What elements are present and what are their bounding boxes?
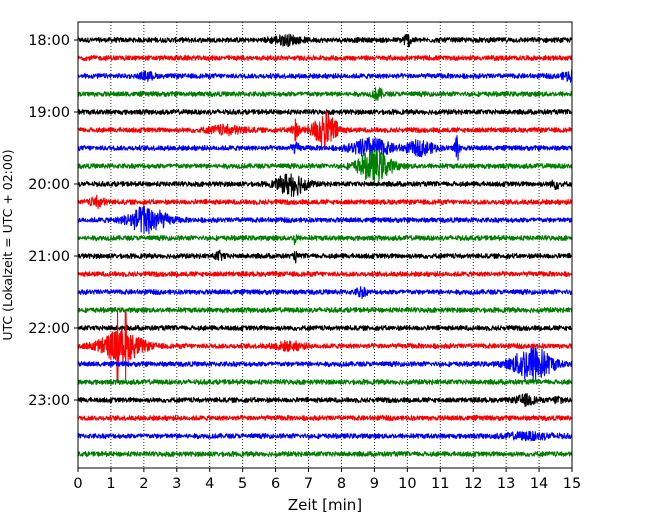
trace-group [77, 33, 573, 458]
trace-line [77, 87, 573, 101]
trace-line [77, 324, 573, 332]
x-tick-label: 5 [238, 476, 247, 492]
plot-frame [77, 21, 573, 469]
y-tick-label: 22:00 [28, 321, 70, 337]
x-tick-label: 11 [431, 476, 449, 492]
trace-line [77, 194, 573, 210]
minute-grid [110, 22, 540, 468]
y-tick-label: 18:00 [28, 33, 70, 49]
x-tick-label: 3 [172, 476, 181, 492]
trace-line [77, 110, 573, 149]
trace-line [77, 286, 573, 300]
trace-line [77, 450, 573, 458]
x-tick-label: 14 [530, 476, 548, 492]
trace-line [77, 173, 573, 198]
x-tick-label: 12 [464, 476, 482, 492]
x-tick-label: 7 [304, 476, 313, 492]
trace-line [77, 54, 573, 62]
trace-line [77, 270, 573, 278]
y-tick-label: 21:00 [28, 249, 70, 265]
x-tick-label: 9 [370, 476, 379, 492]
x-axis-label: Zeit [min] [288, 496, 362, 514]
trace-line [77, 249, 573, 264]
trace-line [77, 69, 573, 83]
trace-line [77, 149, 573, 183]
y-tick-label: 20:00 [28, 177, 70, 193]
trace-line [77, 306, 573, 314]
y-axis-ticks: 18:00 19:00 20:00 21:00 22:00 23:00 [28, 33, 78, 409]
x-tick-label: 1 [106, 476, 115, 492]
x-axis-ticks: 0 1 2 3 4 5 6 7 8 9 10 11 12 13 14 15 [73, 468, 581, 492]
x-tick-label: 15 [563, 476, 581, 492]
x-tick-label: 4 [205, 476, 214, 492]
trace-line [77, 430, 573, 442]
trace-line [77, 393, 573, 408]
y-tick-label: 19:00 [28, 105, 70, 121]
trace-line [77, 378, 573, 386]
x-tick-label: 2 [139, 476, 148, 492]
trace-line [77, 205, 573, 235]
trace-line [77, 309, 573, 383]
x-tick-label: 6 [271, 476, 280, 492]
trace-line [77, 108, 573, 116]
trace-line [77, 346, 573, 382]
trace-line [77, 414, 573, 422]
x-tick-label: 8 [337, 476, 346, 492]
trace-line [77, 135, 573, 161]
x-tick-label: 0 [73, 476, 82, 492]
x-tick-label: 10 [398, 476, 416, 492]
trace-line [77, 234, 573, 246]
trace-line [77, 33, 573, 48]
x-tick-label: 13 [497, 476, 515, 492]
y-tick-label: 23:00 [28, 393, 70, 409]
y-axis-label: UTC (Lokalzeit = UTC + 02:00) [0, 149, 15, 340]
